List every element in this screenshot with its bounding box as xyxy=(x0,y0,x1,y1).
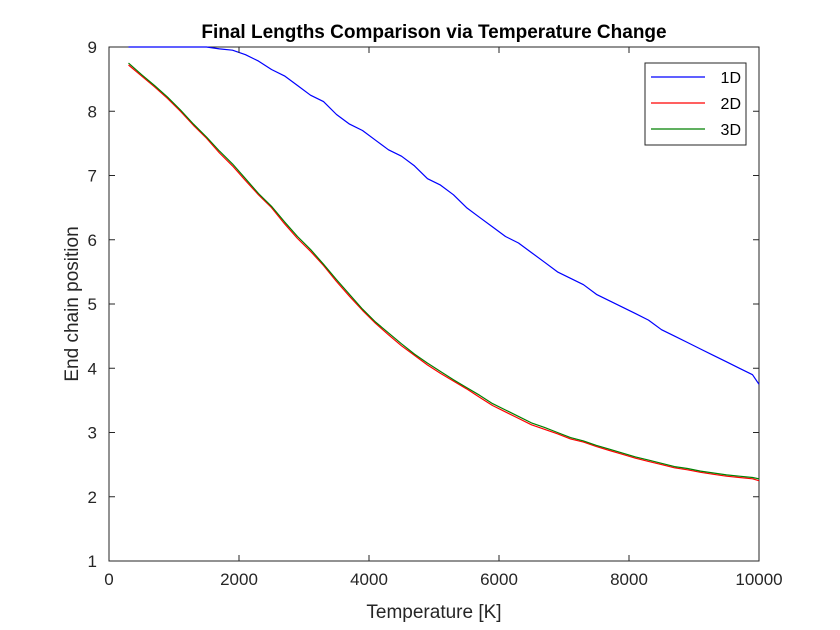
ticks-layer: 0 2000 4000 6000 8000 10000 1 2 3 4 5 6 7 8 9 xyxy=(88,38,783,589)
x-tick-label: 6000 xyxy=(480,570,518,589)
x-tick-label: 4000 xyxy=(350,570,388,589)
series-line-2d xyxy=(128,64,760,482)
y-tick-label: 6 xyxy=(88,231,97,250)
legend: 1D 2D 3D xyxy=(644,62,747,146)
x-axis-label: Temperature [K] xyxy=(366,602,501,623)
x-tick-label: 8000 xyxy=(610,570,648,589)
legend-label-3d: 3D xyxy=(721,122,741,139)
y-tick-label: 8 xyxy=(88,102,97,121)
y-axis-label: End chain position xyxy=(62,226,83,381)
chart-title: Final Lengths Comparison via Temperature… xyxy=(201,22,666,43)
y-tick-label: 3 xyxy=(88,424,97,443)
y-tick-label: 9 xyxy=(88,38,97,57)
x-tick-label: 2000 xyxy=(220,570,258,589)
x-tick-label: 0 xyxy=(104,570,113,589)
y-tick-label: 1 xyxy=(88,552,97,571)
legend-label-2d: 2D xyxy=(721,96,741,113)
series-line-1d xyxy=(128,46,760,385)
y-tick-label: 7 xyxy=(88,167,97,186)
y-tick-label: 4 xyxy=(88,359,97,378)
series-line-3d xyxy=(128,62,760,480)
series-layer xyxy=(128,46,760,482)
legend-label-1d: 1D xyxy=(721,70,741,87)
y-tick-label: 2 xyxy=(88,488,97,507)
y-tick-label: 5 xyxy=(88,295,97,314)
x-tick-label: 10000 xyxy=(735,570,782,589)
